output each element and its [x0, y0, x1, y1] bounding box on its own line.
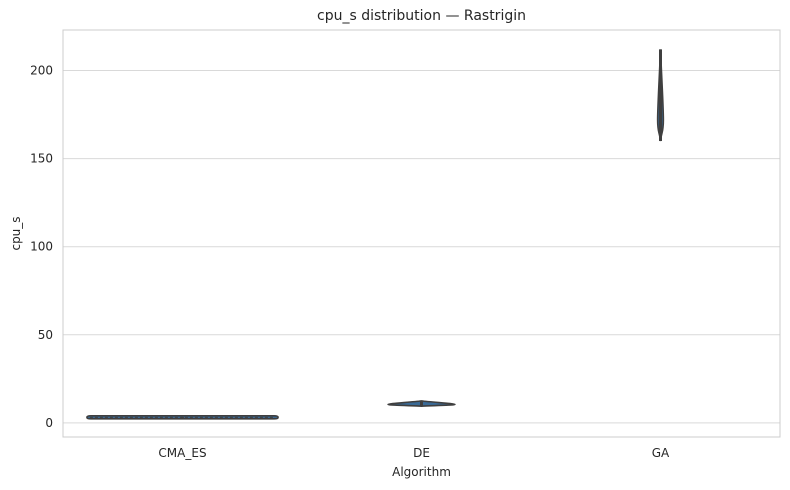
- x-axis-label: Algorithm: [392, 465, 451, 479]
- violins: [86, 49, 665, 420]
- y-tick-label: 50: [38, 328, 53, 342]
- grid-lines: [63, 70, 780, 424]
- y-tick-labels: 0 50 100 150 200: [30, 64, 53, 430]
- plot-frame: [62, 29, 781, 438]
- y-axis-label: cpu_s: [9, 216, 23, 250]
- chart-title: cpu_s distribution — Rastrigin: [317, 8, 526, 24]
- x-tick-label: GA: [652, 446, 670, 460]
- y-tick-label: 150: [30, 152, 53, 166]
- x-tick-label: CMA_ES: [158, 446, 206, 460]
- y-tick-label: 200: [30, 64, 53, 78]
- y-tick-label: 100: [30, 240, 53, 254]
- y-tick-label: 0: [45, 416, 53, 430]
- x-tick-label: DE: [413, 446, 430, 460]
- x-tick-labels: CMA_ES DE GA: [158, 446, 670, 460]
